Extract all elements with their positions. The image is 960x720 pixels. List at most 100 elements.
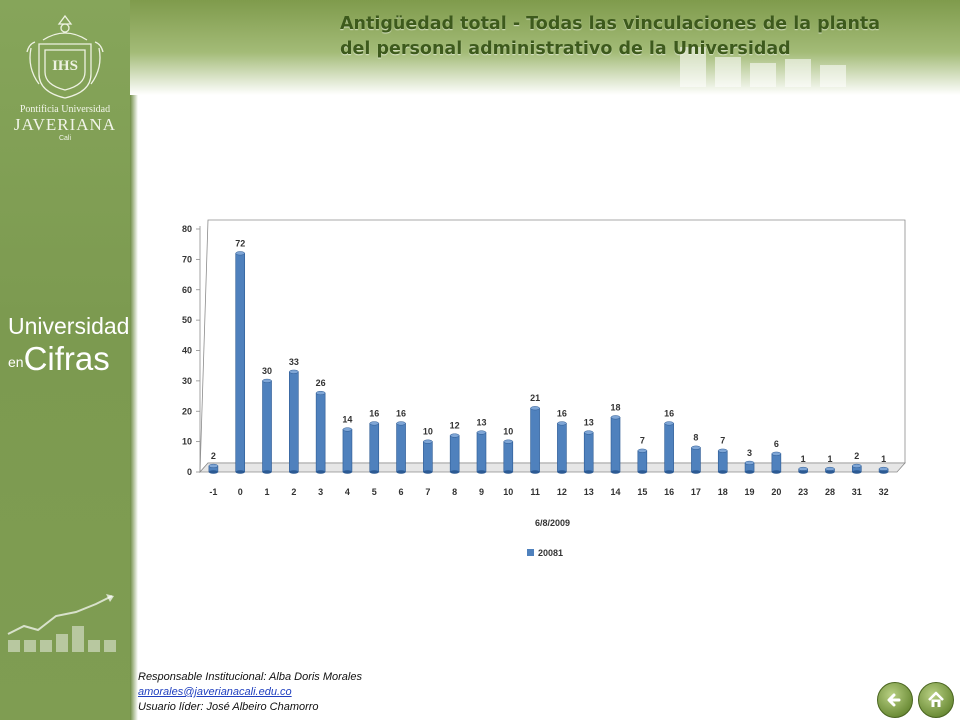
bar xyxy=(449,435,460,473)
x-tick-label: 0 xyxy=(238,487,243,497)
page-title-line-2: del personal administrativo de la Univer… xyxy=(340,39,791,59)
x-tick-label: 19 xyxy=(745,487,755,497)
logo-line-2: JAVERIANA xyxy=(13,115,117,134)
y-tick-label: 80 xyxy=(182,224,192,234)
data-label: 1 xyxy=(881,454,886,464)
y-tick-label: 0 xyxy=(187,467,192,477)
page-title: Antigüedad total - Todas las vinculacion… xyxy=(340,12,940,62)
bar-base xyxy=(745,470,755,474)
data-label: 16 xyxy=(396,408,406,418)
crest-icon: IHS xyxy=(26,14,104,99)
bar xyxy=(664,423,674,473)
bar-base xyxy=(798,470,808,474)
legend-label: 20081 xyxy=(538,548,563,558)
x-tick-label: 14 xyxy=(611,487,621,497)
bar xyxy=(315,392,326,473)
data-label: 2 xyxy=(211,451,216,461)
sidebar-edge xyxy=(130,0,138,720)
bar-base xyxy=(691,470,701,474)
x-tick-label: 28 xyxy=(825,487,835,497)
y-tick-label: 60 xyxy=(182,285,192,295)
x-tick-label: 9 xyxy=(479,487,484,497)
x-tick-label: 4 xyxy=(345,487,350,497)
decor-bar xyxy=(715,57,741,87)
back-button[interactable] xyxy=(877,682,913,718)
bar-base xyxy=(342,470,352,474)
bar-top xyxy=(342,427,353,432)
x-tick-label: 15 xyxy=(637,487,647,497)
x-tick-label: 8 xyxy=(452,487,457,497)
decor-bar xyxy=(785,59,811,87)
svg-text:IHS: IHS xyxy=(52,58,78,74)
bar xyxy=(369,423,380,473)
bar xyxy=(610,417,621,473)
brand-word-2: en xyxy=(8,354,24,371)
bar-top xyxy=(369,421,379,426)
bar-base xyxy=(530,470,540,474)
bar-base xyxy=(208,470,218,474)
x-tick-label: 6 xyxy=(399,487,404,497)
back-arrow-icon xyxy=(887,693,901,707)
bar-base xyxy=(262,470,272,474)
bar xyxy=(557,423,567,473)
growth-chart-icon xyxy=(7,594,116,652)
logo-line-1: Pontificia Universidad xyxy=(19,104,111,115)
data-label: 13 xyxy=(476,418,486,428)
bar-top xyxy=(530,406,540,411)
x-tick-label: 20 xyxy=(771,487,781,497)
bar-top xyxy=(583,430,594,435)
bar-base xyxy=(476,470,486,474)
home-button[interactable] xyxy=(918,682,954,718)
data-label: 12 xyxy=(450,421,460,431)
data-label: 16 xyxy=(664,408,674,418)
bar-base xyxy=(637,470,647,474)
bar-base xyxy=(369,470,379,474)
y-tick-label: 10 xyxy=(182,437,192,447)
data-label: 33 xyxy=(289,357,299,367)
bar-chart: 010203040506070802-172030133226314416516… xyxy=(182,219,906,558)
bar-top xyxy=(503,439,514,444)
bar xyxy=(637,450,648,473)
email-link[interactable]: amorales@javerianacali.edu.co xyxy=(138,686,292,698)
bar-top xyxy=(476,430,487,435)
bar-top xyxy=(208,463,219,468)
x-tick-label: 17 xyxy=(691,487,701,497)
bar-base xyxy=(718,470,728,474)
page-title-line-1: Antigüedad total - Todas las vinculacion… xyxy=(340,14,881,34)
bar-top xyxy=(771,451,782,456)
bar-base xyxy=(852,470,862,474)
data-label: 1 xyxy=(801,454,806,464)
bar-base xyxy=(289,470,299,474)
data-label: 10 xyxy=(503,427,513,437)
x-tick-label: 16 xyxy=(664,487,674,497)
bar-top xyxy=(744,460,755,465)
bar xyxy=(530,407,540,473)
data-label: 10 xyxy=(423,427,433,437)
data-label: 1 xyxy=(827,454,832,464)
brand-word-3: Cifras xyxy=(23,340,110,377)
bar-base xyxy=(584,470,594,474)
x-tick-label: 31 xyxy=(852,487,862,497)
university-logo: IHS Pontificia Universidad JAVERIANA Cal… xyxy=(12,12,118,142)
bar xyxy=(262,380,272,473)
x-tick-label: 7 xyxy=(425,487,430,497)
bar-base xyxy=(611,470,621,474)
bar-base xyxy=(825,470,835,474)
x-axis-label: 6/8/2009 xyxy=(535,518,570,528)
bar-top xyxy=(235,251,245,256)
plot-back-wall xyxy=(199,219,906,474)
bar-top xyxy=(449,433,460,438)
x-tick-label: 23 xyxy=(798,487,808,497)
x-tick-label: -1 xyxy=(209,487,217,497)
x-tick-label: 32 xyxy=(879,487,889,497)
brand-word-1: Universidad xyxy=(8,313,130,339)
bar-base xyxy=(879,470,889,474)
x-tick-label: 10 xyxy=(503,487,513,497)
brand-text: Universidad enCifras xyxy=(8,313,129,378)
bar xyxy=(476,432,487,473)
bar xyxy=(691,447,701,473)
data-label: 8 xyxy=(693,433,698,443)
footer: Responsable Institucional: Alba Doris Mo… xyxy=(138,670,362,715)
y-tick-label: 50 xyxy=(182,315,192,325)
bar-top xyxy=(262,378,272,383)
